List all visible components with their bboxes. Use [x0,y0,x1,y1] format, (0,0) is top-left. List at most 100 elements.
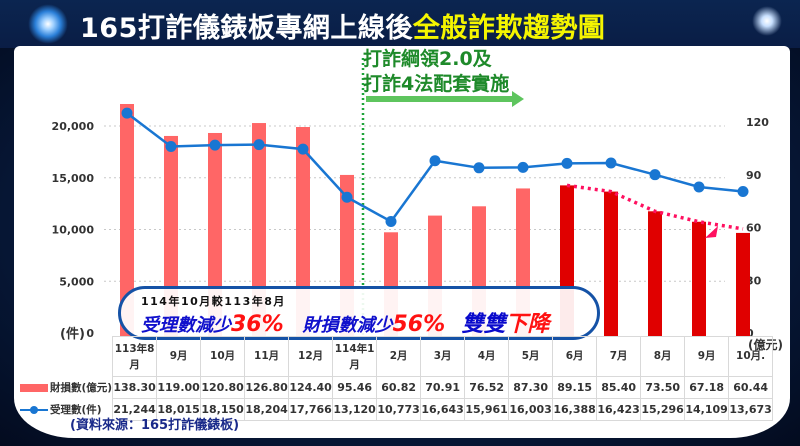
data-table: 113年8月 9月 10月 11月 12月 114年1月 2月 3月 4月 5月 6月 7月 8月 9月 1… [20,336,774,421]
right-tick-label: 90 [746,169,762,182]
cases-decrease-pct: 36% [231,312,284,337]
loss-cell: 119.00 [156,376,202,399]
loss-bar [252,123,266,337]
left-tick-label: 10,000 [52,224,95,237]
line-legend-marker-icon [20,406,48,414]
loss-bar [692,221,706,336]
cases-cell: 13,120 [332,398,378,421]
loss-cell: 89.15 [552,376,598,399]
summary-callout: 114年10月較113年8月 受理數減少36% 財損數減少56% 雙雙下降 [118,286,600,340]
loss-cell: 138.30 [112,376,158,399]
loss-bar [164,135,178,336]
loss-bar [120,104,134,336]
callout-period: 114年10月較113年8月 [141,295,286,308]
table-corner [20,337,113,377]
loss-cell: 60.82 [376,376,422,399]
cases-markers [121,107,749,227]
loss-decrease-pct: 56% [392,312,446,337]
month-header: 113年8月 [112,336,158,377]
month-header: 10月. [728,336,774,377]
month-header: 9月 [684,336,730,377]
month-header: 3月 [420,336,466,377]
cases-marker [297,143,309,155]
cases-marker [473,162,485,174]
loss-bar [736,232,750,336]
bar-legend-swatch-icon [20,384,48,392]
title-bar [0,0,800,48]
loss-bar [604,191,618,336]
loss-cell: 76.52 [464,376,510,399]
trend-dotted-line [566,183,744,231]
right-tick-label: 60 [746,222,762,235]
cases-cell: 14,109 [684,398,730,421]
trend-arrow-head [705,226,718,238]
cases-cell: 18,204 [244,398,290,421]
cases-cell: 18,150 [200,398,246,421]
callout-summary: 受理數減少36% 財損數減少56% 雙雙下降 [141,312,550,337]
cases-marker [693,181,705,193]
cases-cell: 17,766 [288,398,334,421]
policy-arrow-head [512,91,524,107]
cases-marker [253,139,265,151]
cases-cell: 15,961 [464,398,510,421]
cases-cell: 18,015 [156,398,202,421]
policy-arrow-shaft [366,96,512,102]
cases-marker [341,191,353,203]
loss-bar [208,132,222,336]
cases-cell: 16,423 [596,398,642,421]
cases-marker [385,215,397,227]
cases-marker [649,169,661,181]
table-header-row: 113年8月 9月 10月 11月 12月 114年1月 2月 3月 4月 5月 6月 7月 8月 9月 1… [20,336,774,377]
cases-cell: 16,003 [508,398,554,421]
loss-cell: 67.18 [684,376,730,399]
cases-marker [209,139,221,151]
cases-marker [605,157,617,169]
loss-cell: 73.50 [640,376,686,399]
cases-cell: 13,673 [728,398,774,421]
month-header: 10月 [200,336,246,377]
legend-cases: 受理數(件) [20,399,113,421]
cases-cell: 16,388 [552,398,598,421]
month-header: 2月 [376,336,422,377]
flare-right-icon [752,6,782,36]
title-highlight: 全般詐欺趨勢圖 [412,13,606,44]
loss-bars [120,104,750,337]
loss-cell: 70.91 [420,376,466,399]
month-header: 12月 [288,336,334,377]
cases-marker [517,161,529,173]
loss-cell: 85.40 [596,376,642,399]
left-tick-label: 15,000 [52,172,95,185]
cases-marker [165,141,177,153]
month-header: 11月 [244,336,290,377]
left-tick-label: 0 [86,327,94,340]
loss-cell: 60.44 [728,376,774,399]
month-header: 7月 [596,336,642,377]
loss-cell: 126.80 [244,376,290,399]
cases-cell: 15,296 [640,398,686,421]
left-axis-ticks: 0 5,000 10,000 15,000 20,000 [52,120,95,340]
grid-lines [104,125,725,282]
loss-cell: 124.40 [288,376,334,399]
month-header: 8月 [640,336,686,377]
month-header: 4月 [464,336,510,377]
left-tick-label: 5,000 [59,275,94,288]
cases-cell: 10,773 [376,398,422,421]
left-tick-label: 20,000 [52,120,95,133]
loss-cell: 120.80 [200,376,246,399]
table-row-loss: 財損數(億元) 138.30 119.00 120.80 126.80 124.40 95… [20,376,774,399]
month-header: 5月 [508,336,554,377]
right-tick-label: 120 [746,116,769,129]
flare-left-icon [28,4,68,44]
loss-cell: 87.30 [508,376,554,399]
page-title: 165打詐儀錶板專網上線後全般詐欺趨勢圖 [80,13,606,44]
loss-bar [296,127,310,337]
cases-cell: 21,244 [112,398,158,421]
cases-marker [121,107,133,119]
month-header: 6月 [552,336,598,377]
cases-marker [429,155,441,167]
cases-marker [737,185,749,197]
policy-annotation: 打詐綱領2.0及 打詐4法配套實施 [363,48,510,95]
loss-bar [648,211,662,336]
loss-cell: 95.46 [332,376,378,399]
